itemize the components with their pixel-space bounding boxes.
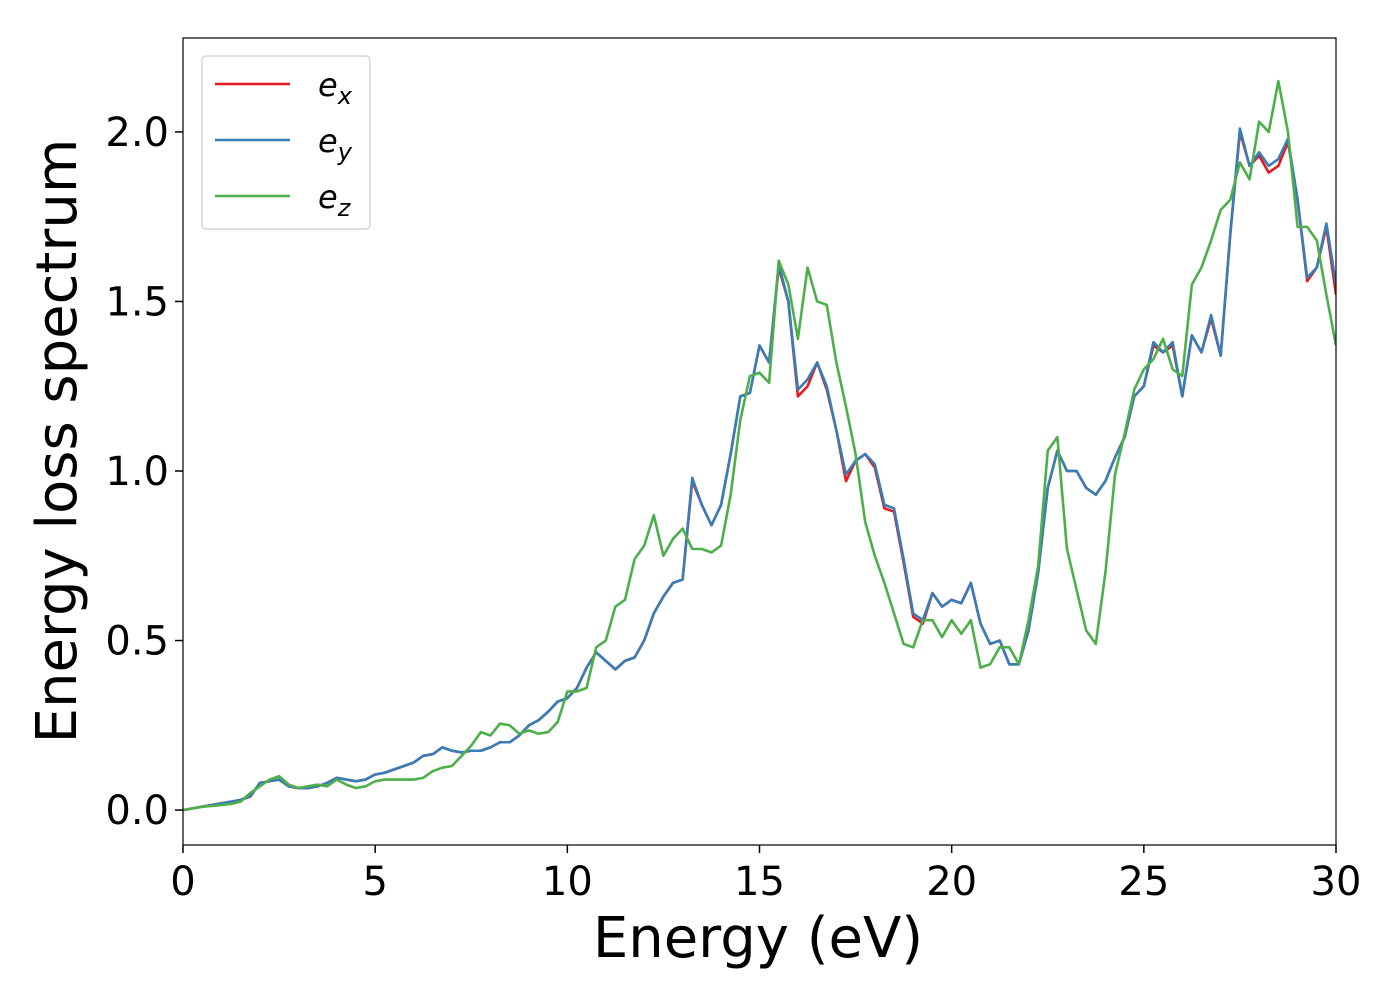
- plot-frame: [182, 37, 1337, 846]
- y-tick-label: 0.0: [105, 788, 169, 834]
- y-tick-label: 2.0: [105, 110, 169, 156]
- x-tick-label: 30: [1311, 859, 1362, 905]
- x-tick-label: 25: [1118, 859, 1169, 905]
- y-tick-label: 0.5: [105, 619, 169, 665]
- x-tick-label: 5: [362, 859, 387, 905]
- data-line: [183, 79, 1336, 812]
- x-tick-label: 0: [170, 859, 195, 905]
- x-tick-label: 10: [542, 859, 593, 905]
- x-tick-label: 15: [734, 859, 785, 905]
- legend-label: ey: [318, 122, 353, 166]
- x-tick-label: 20: [926, 859, 977, 905]
- legend-box: [201, 55, 371, 230]
- x-axis-label: Energy (eV): [593, 906, 923, 971]
- legend-label: ex: [318, 66, 353, 110]
- legend-label: ez: [318, 178, 352, 222]
- y-tick-label: 1.5: [105, 279, 169, 325]
- legend: ex ey ez: [201, 55, 371, 230]
- y-tick-label: 1.0: [105, 449, 169, 495]
- y-axis-label: Energy loss spectrum: [25, 139, 90, 744]
- data-line: [183, 130, 1336, 812]
- plot-area: [183, 79, 1336, 812]
- data-line: [183, 127, 1336, 812]
